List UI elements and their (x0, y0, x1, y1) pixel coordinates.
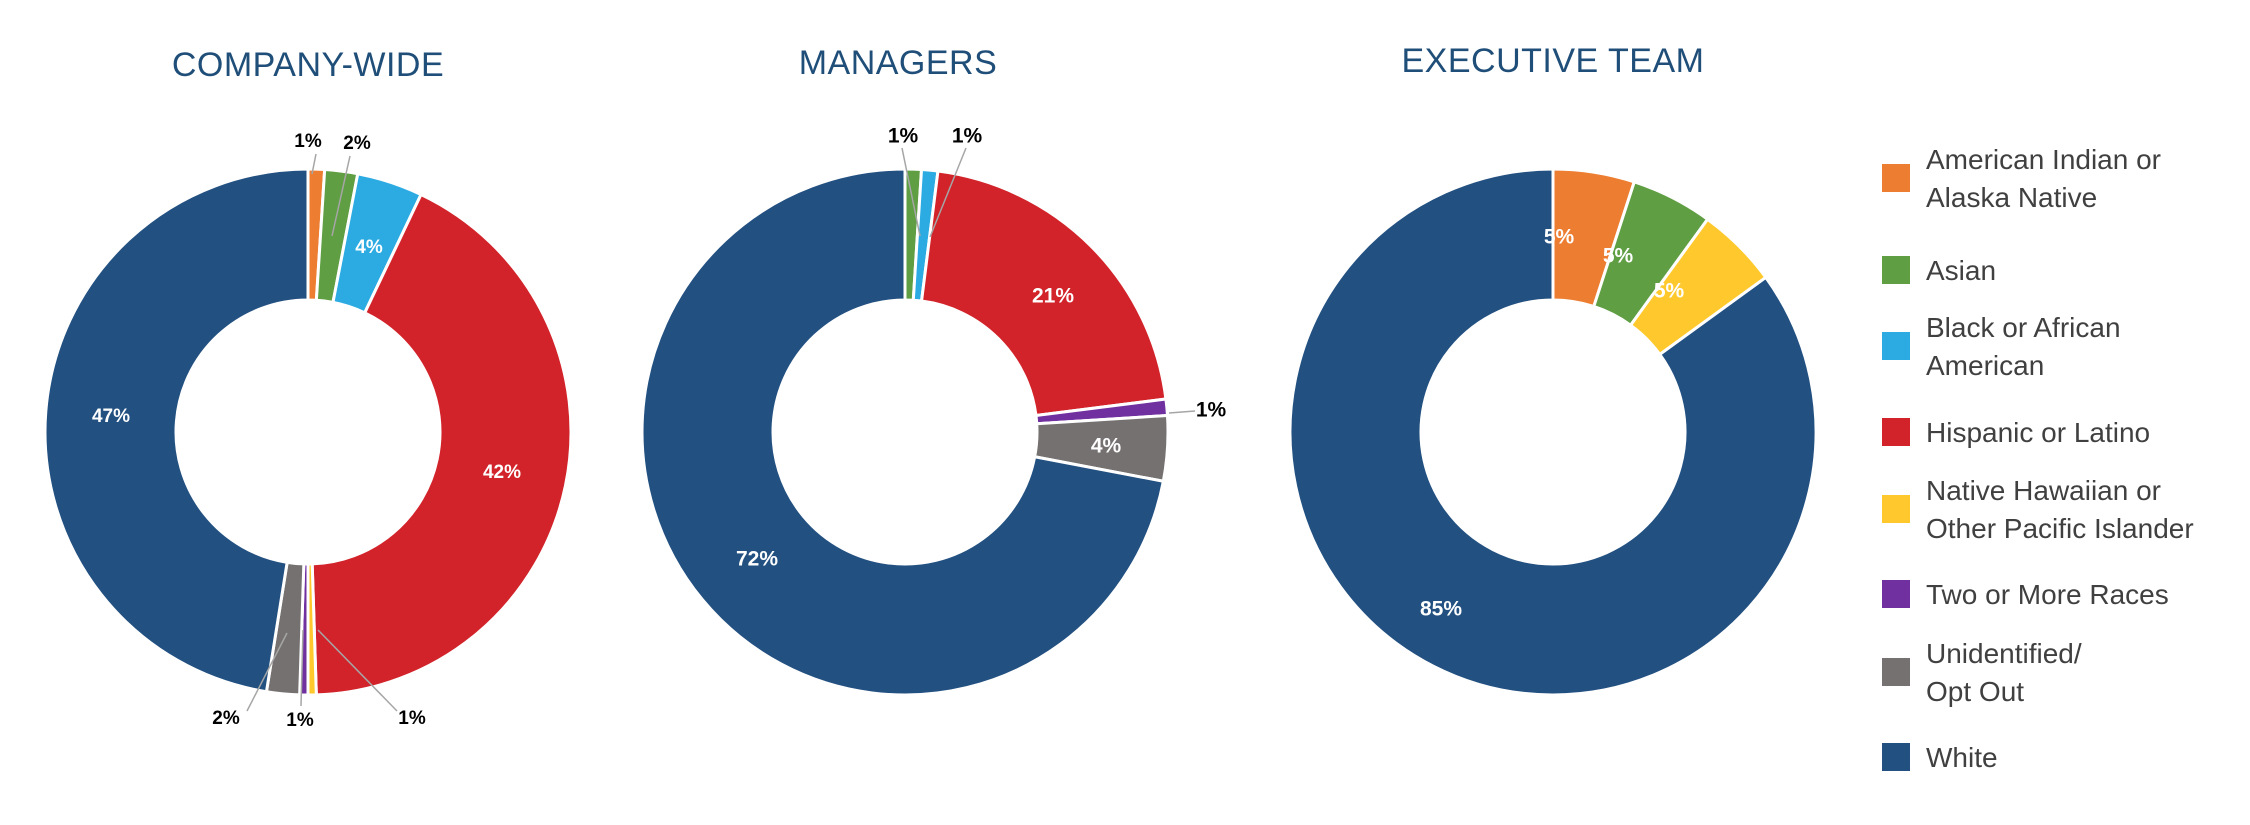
legend-item-asian: Asian (1882, 255, 1996, 286)
data-label-hispanic-or-latino: 21% (1032, 285, 1074, 308)
data-label-native-hawaiian-or-other-pacific-islander: 5% (1654, 280, 1685, 303)
legend-item-hispanic-or-latino: Hispanic or Latino (1882, 417, 2150, 448)
slice-white (640, 167, 1165, 697)
slice-hispanic-or-latino (920, 169, 1168, 417)
data-label-american-indian-or-alaska-native: 5% (1544, 226, 1575, 249)
donut-charts: 1% 2% 4% 42% 1% 1% 2% 47% 1% 1% 21% 1% 4% 72% 5% 5% 5% 85… (43, 125, 1818, 731)
data-label-black-or-african-american: 1% (952, 125, 983, 148)
data-label-white: 85% (1420, 598, 1462, 621)
leader-line (311, 153, 317, 175)
legend-swatch (1882, 418, 1910, 446)
donut-chart-company-wide: 1% 2% 4% 42% 1% 1% 2% 47% (43, 131, 573, 731)
leader-line (246, 632, 288, 712)
slice-white (1288, 167, 1818, 697)
legend-label: American (1926, 350, 2044, 381)
data-label-asian: 5% (1603, 245, 1634, 268)
legend: American Indian or Alaska Native Asian Blac… (1882, 144, 2194, 773)
legend-item-white: White (1882, 742, 1998, 773)
legend-item-black-or-african-american: Black or African American (1882, 312, 2121, 381)
data-label-asian: 2% (343, 133, 371, 154)
legend-swatch (1882, 164, 1910, 192)
leader-line (929, 147, 967, 238)
legend-item-unidentified-opt-out: Unidentified/Opt Out (1882, 638, 2082, 707)
data-label-white: 72% (736, 548, 778, 571)
data-label-two-or-more-races: 1% (286, 710, 314, 731)
data-label-hispanic-or-latino: 42% (483, 462, 521, 483)
legend-label: White (1926, 742, 1998, 773)
data-label-unidentified-opt-out: 2% (212, 708, 240, 729)
legend-label: Two or More Races (1926, 579, 2169, 610)
data-label-white: 47% (92, 406, 130, 427)
slice-hispanic-or-latino (310, 193, 573, 697)
data-label-native-hawaiian-or-other-pacific-islander: 1% (398, 708, 426, 729)
legend-swatch (1882, 256, 1910, 284)
leader-line (331, 155, 351, 237)
legend-label: Other Pacific Islander (1926, 513, 2194, 544)
legend-swatch (1882, 658, 1910, 686)
chart-title-managers: MANAGERS (799, 44, 998, 82)
legend-item-american-indian-or-alaska-native: American Indian or Alaska Native (1882, 144, 2161, 213)
leader-line (317, 629, 398, 712)
slice-white (43, 167, 310, 694)
donut-chart-executive-team: 5% 5% 5% 85% (1288, 167, 1818, 697)
legend-label: Unidentified/ (1926, 638, 2082, 669)
legend-swatch (1882, 580, 1910, 608)
legend-item-native-hawaiian-or-other-pacific-islander: Native Hawaiian or Other Pacific Islander (1882, 475, 2194, 544)
legend-label: Black or African (1926, 312, 2121, 343)
legend-item-two-or-more-races: Two or More Races (1882, 579, 2169, 610)
leader-line (1168, 410, 1196, 414)
chart-title-company-wide: COMPANY-WIDE (172, 46, 444, 84)
legend-label: Native Hawaiian or (1926, 475, 2161, 506)
legend-label: American Indian or (1926, 144, 2161, 175)
data-label-asian: 1% (888, 125, 919, 148)
donut-chart-managers: 1% 1% 21% 1% 4% 72% (640, 125, 1227, 697)
chart-title-executive-team: EXECUTIVE TEAM (1402, 42, 1705, 80)
legend-swatch (1882, 495, 1910, 523)
data-label-black-or-african-american: 4% (355, 237, 383, 258)
data-label-two-or-more-races: 1% (1196, 399, 1227, 422)
leader-line (300, 629, 304, 707)
legend-label: Opt Out (1926, 676, 2024, 707)
legend-swatch (1882, 332, 1910, 360)
legend-label: Alaska Native (1926, 182, 2097, 213)
legend-label: Hispanic or Latino (1926, 417, 2150, 448)
leader-line (901, 147, 921, 237)
data-label-unidentified-opt-out: 4% (1091, 435, 1122, 458)
legend-label: Asian (1926, 255, 1996, 286)
legend-swatch (1882, 743, 1910, 771)
data-label-american-indian-or-alaska-native: 1% (294, 131, 322, 152)
